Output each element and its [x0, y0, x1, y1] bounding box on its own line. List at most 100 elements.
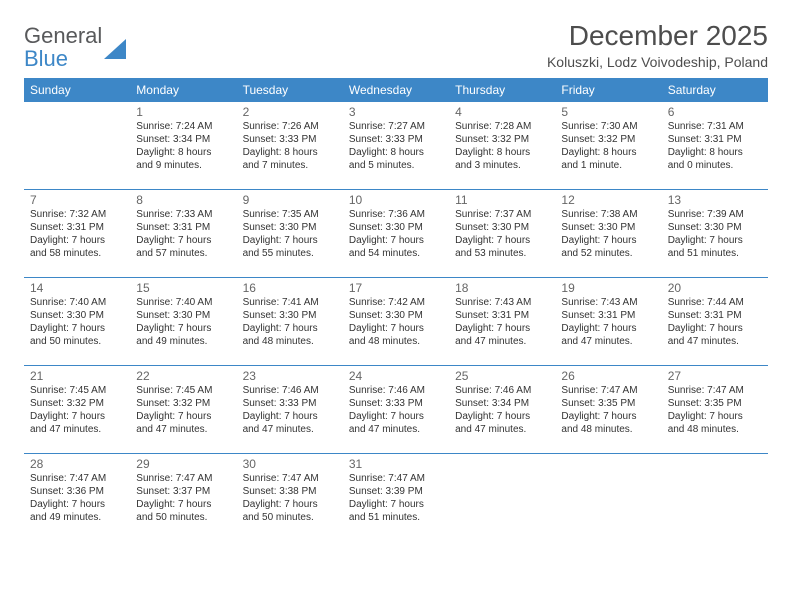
calendar-day-cell: 1Sunrise: 7:24 AMSunset: 3:34 PMDaylight… — [130, 102, 236, 190]
weekday-header: Saturday — [662, 78, 768, 102]
weekday-header: Friday — [555, 78, 661, 102]
calendar-day-cell: 19Sunrise: 7:43 AMSunset: 3:31 PMDayligh… — [555, 278, 661, 366]
calendar-day-cell: 28Sunrise: 7:47 AMSunset: 3:36 PMDayligh… — [24, 454, 130, 542]
calendar-day-cell: 9 Sunrise: 7:35 AM Sunset: 3:30 PM Daylight… — [237, 190, 343, 278]
sunset-text: Sunset: 3:30 PM — [243, 222, 317, 233]
sunset-text: Sunset: 3:35 PM — [561, 398, 635, 409]
day-number: 6 — [668, 105, 762, 119]
calendar-day-cell: 5Sunrise: 7:30 AMSunset: 3:32 PMDaylight… — [555, 102, 661, 190]
day-number: 2 — [243, 105, 337, 119]
day-details: Sunrise: 7:28 AM Sunset: 3:32 PM Daylight:… — [455, 120, 549, 172]
sunset-text: Sunset: 3:30 PM — [136, 310, 210, 321]
daylight-text: Daylight: 7 hours and 48 minutes. — [561, 411, 636, 435]
daylight-text: Daylight: 7 hours and 47 minutes. — [243, 411, 318, 435]
daylight-text: Daylight: 7 hours and 49 minutes. — [30, 499, 105, 523]
daylight-text: Daylight: 7 hours and 50 minutes. — [136, 499, 211, 523]
calendar-day-cell: 20Sunrise: 7:44 AMSunset: 3:31 PMDayligh… — [662, 278, 768, 366]
brand-word-1: General — [24, 23, 102, 48]
daylight-text: Daylight: 8 hours and 7 minutes. — [243, 147, 318, 171]
day-number: 1 — [136, 105, 230, 119]
daylight-text: Daylight: 7 hours and 50 minutes. — [243, 499, 318, 523]
calendar-day-cell: 18Sunrise: 7:43 AMSunset: 3:31 PMDayligh… — [449, 278, 555, 366]
sunset-text: Sunset: 3:33 PM — [243, 398, 317, 409]
sunset-text: Sunset: 3:30 PM — [243, 310, 317, 321]
day-number: 19 — [561, 281, 655, 295]
sunrise-text: Sunrise: 7:46 AM — [243, 385, 319, 396]
day-number: 8 — [136, 193, 230, 207]
calendar-day-cell — [555, 454, 661, 542]
sunset-text: Sunset: 3:32 PM — [455, 134, 529, 145]
day-number: 13 — [668, 193, 762, 207]
sunrise-text: Sunrise: 7:45 AM — [30, 385, 106, 396]
daylight-text: Daylight: 7 hours and 54 minutes. — [349, 235, 424, 259]
sunrise-text: Sunrise: 7:39 AM — [668, 209, 744, 220]
sunrise-text: Sunrise: 7:43 AM — [455, 297, 531, 308]
calendar-day-cell: 27Sunrise: 7:47 AMSunset: 3:35 PMDayligh… — [662, 366, 768, 454]
day-details: Sunrise: 7:26 AMSunset: 3:33 PMDaylight:… — [243, 120, 337, 172]
sunrise-text: Sunrise: 7:46 AM — [349, 385, 425, 396]
day-details: Sunrise: 7:47 AMSunset: 3:38 PMDaylight:… — [243, 472, 337, 524]
daylight-text: Daylight: 8 hours and 3 minutes. — [455, 147, 530, 171]
sunset-text: Sunset: 3:30 PM — [349, 222, 423, 233]
sunrise-text: Sunrise: 7:38 AM — [561, 209, 637, 220]
daylight-text: Daylight: 7 hours and 55 minutes. — [243, 235, 318, 259]
brand-logo: General Blue — [24, 24, 130, 70]
daylight-text: Daylight: 7 hours and 51 minutes. — [349, 499, 424, 523]
day-number: 9 — [243, 193, 337, 207]
daylight-text: Daylight: 7 hours and 58 minutes. — [30, 235, 105, 259]
day-number: 30 — [243, 457, 337, 471]
daylight-text: Daylight: 7 hours and 52 minutes. — [561, 235, 636, 259]
day-number: 28 — [30, 457, 124, 471]
sunrise-text: Sunrise: 7:44 AM — [668, 297, 744, 308]
sunrise-text: Sunrise: 7:47 AM — [243, 473, 319, 484]
sunrise-text: Sunrise: 7:24 AM — [136, 121, 212, 132]
daylight-text: Daylight: 7 hours and 50 minutes. — [30, 323, 105, 347]
day-details: Sunrise: 7:40 AMSunset: 3:30 PMDaylight:… — [30, 296, 124, 348]
sunset-text: Sunset: 3:39 PM — [349, 486, 423, 497]
sunset-text: Sunset: 3:34 PM — [455, 398, 529, 409]
sunset-text: Sunset: 3:35 PM — [668, 398, 742, 409]
day-details: Sunrise: 7:32 AMSunset: 3:31 PMDaylight:… — [30, 208, 124, 260]
calendar-day-cell: 11Sunrise: 7:37 AMSunset: 3:30 PMDayligh… — [449, 190, 555, 278]
day-number: 27 — [668, 369, 762, 383]
sunrise-text: Sunrise: 7:47 AM — [668, 385, 744, 396]
day-details: Sunrise: 7:33 AMSunset: 3:31 PMDaylight:… — [136, 208, 230, 260]
sunset-text: Sunset: 3:31 PM — [30, 222, 104, 233]
calendar-day-cell: 22Sunrise: 7:45 AMSunset: 3:32 PMDayligh… — [130, 366, 236, 454]
sunrise-text: Sunrise: 7:46 AM — [455, 385, 531, 396]
calendar-week-row: 21Sunrise: 7:45 AMSunset: 3:32 PMDayligh… — [24, 366, 768, 454]
day-details: Sunrise: 7:31 AMSunset: 3:31 PMDaylight:… — [668, 120, 762, 172]
sunset-text: Sunset: 3:33 PM — [349, 134, 423, 145]
calendar-day-cell: 7Sunrise: 7:32 AMSunset: 3:31 PMDaylight… — [24, 190, 130, 278]
calendar-week-row: 1 Sunrise: 7:24 AM Sunset: 3:34 PM Daylight… — [24, 102, 768, 190]
day-details: Sunrise: 7:42 AMSunset: 3:30 PMDaylight:… — [349, 296, 443, 348]
sunrise-text: Sunrise: 7:47 AM — [349, 473, 425, 484]
calendar-day-cell: 17Sunrise: 7:42 AMSunset: 3:30 PMDayligh… — [343, 278, 449, 366]
calendar-day-cell: 29Sunrise: 7:47 AMSunset: 3:37 PMDayligh… — [130, 454, 236, 542]
sunset-text: Sunset: 3:32 PM — [136, 398, 210, 409]
day-number: 15 — [136, 281, 230, 295]
day-number: 26 — [561, 369, 655, 383]
sunrise-text: Sunrise: 7:31 AM — [668, 121, 744, 132]
sunset-text: Sunset: 3:32 PM — [561, 134, 635, 145]
calendar-day-cell: 21Sunrise: 7:45 AMSunset: 3:32 PMDayligh… — [24, 366, 130, 454]
calendar-day-cell — [24, 102, 130, 190]
calendar-day-cell: 12Sunrise: 7:38 AMSunset: 3:30 PMDayligh… — [555, 190, 661, 278]
sunrise-text: Sunrise: 7:35 AM — [243, 209, 319, 220]
location-text: Koluszki, Lodz Voivodeship, Poland — [547, 54, 768, 70]
sunrise-text: Sunrise: 7:27 AM — [349, 121, 425, 132]
daylight-text: Daylight: 7 hours and 47 minutes. — [455, 411, 530, 435]
day-details: Sunrise: 7:37 AMSunset: 3:30 PMDaylight:… — [455, 208, 549, 260]
calendar-body: 1 Sunrise: 7:24 AM Sunset: 3:34 PM Daylight… — [24, 102, 768, 541]
day-number: 25 — [455, 369, 549, 383]
calendar-day-cell: 6Sunrise: 7:31 AMSunset: 3:31 PMDaylight… — [662, 102, 768, 190]
day-details: Sunrise: 7:38 AMSunset: 3:30 PMDaylight:… — [561, 208, 655, 260]
sunset-text: Sunset: 3:34 PM — [136, 134, 210, 145]
sunrise-text: Sunrise: 7:28 AM — [455, 121, 531, 132]
brand-text: General Blue — [24, 24, 102, 70]
day-number: 5 — [561, 105, 655, 119]
calendar-day-cell: 25 Sunrise: 7:46 AM Sunset: 3:34 PM Dayligh… — [449, 366, 555, 454]
sunrise-text: Sunrise: 7:43 AM — [561, 297, 637, 308]
calendar-day-cell: 2Sunrise: 7:26 AMSunset: 3:33 PMDaylight… — [237, 102, 343, 190]
day-number: 3 — [349, 105, 443, 119]
